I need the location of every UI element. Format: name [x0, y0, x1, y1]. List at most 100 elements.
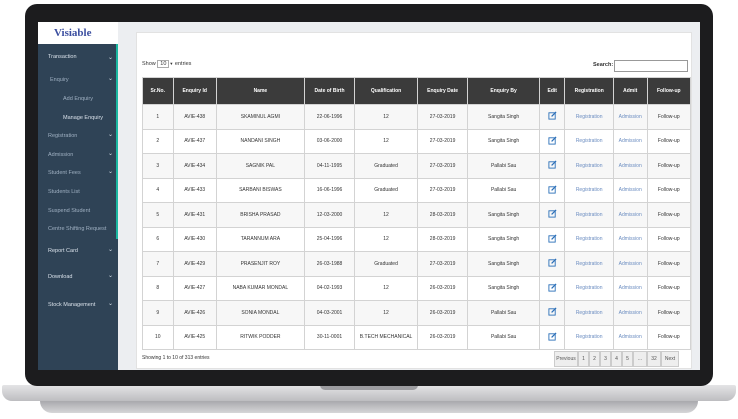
action-link[interactable]: Registration — [564, 104, 614, 130]
action-link[interactable]: Registration — [564, 324, 614, 350]
edit-icon[interactable] — [548, 234, 557, 243]
laptop-base-bottom — [40, 401, 698, 413]
edit-cell[interactable] — [538, 251, 566, 277]
table-cell: 12 — [354, 104, 418, 130]
action-link[interactable]: Admission — [612, 104, 648, 130]
action-link[interactable]: Admission — [612, 275, 648, 301]
action-link[interactable]: Registration — [564, 251, 614, 277]
action-link[interactable]: Admission — [612, 324, 648, 350]
search-input[interactable] — [614, 60, 688, 72]
menu-item[interactable]: Registration — [48, 133, 78, 139]
edit-cell[interactable] — [538, 324, 566, 350]
menu-item[interactable]: Transaction — [48, 54, 77, 60]
table-cell: 27-03-2019 — [416, 104, 469, 130]
table-cell: Sangita Singh — [467, 128, 540, 154]
table-cell: 9 — [142, 300, 174, 326]
edit-icon[interactable] — [548, 136, 557, 145]
table-cell: AVIE-427 — [172, 275, 217, 301]
edit-cell[interactable] — [538, 128, 566, 154]
menu-item[interactable]: Suspend Student — [48, 208, 91, 214]
menu-item[interactable]: Stock Management — [48, 302, 96, 308]
menu-item[interactable]: Student Fees — [48, 170, 81, 176]
table-cell[interactable]: Follow-up — [646, 128, 692, 154]
edit-cell[interactable] — [538, 202, 566, 228]
action-link[interactable]: Registration — [564, 275, 614, 301]
menu-item[interactable]: Report Card — [48, 248, 78, 254]
table-cell: AVIE-433 — [172, 177, 217, 203]
header-row: Sr.No. Enquiry Id Name Date of Birth Qualifi… — [142, 77, 692, 105]
table-cell: Pallabi Sau — [467, 153, 540, 179]
table-cell: 28-03-2019 — [416, 226, 469, 252]
page-button[interactable]: 2 — [589, 351, 600, 367]
table-row: 1 AVIE-438 SKAMINUL AGMI 22-06-1996 12 27-03-… — [142, 104, 692, 130]
label: entries — [174, 61, 192, 67]
table-cell[interactable]: Follow-up — [646, 275, 692, 301]
table-body: 1 AVIE-438 SKAMINUL AGMI 22-06-1996 12 27-03-… — [142, 104, 692, 350]
table-cell: SAGNIK PAL — [215, 153, 305, 179]
page-button[interactable]: 3 — [600, 351, 611, 367]
page-button[interactable]: 4 — [611, 351, 622, 367]
caret: ▼ — [169, 61, 174, 66]
edit-icon[interactable] — [548, 185, 557, 194]
page-button[interactable]: 5 — [622, 351, 633, 367]
action-link[interactable]: Admission — [612, 153, 648, 179]
page-button[interactable]: Previous — [554, 351, 578, 367]
chevron: ⌄ — [108, 151, 114, 157]
edit-icon[interactable] — [548, 307, 557, 316]
table-cell: BRISHA PRASAD — [215, 202, 305, 228]
edit-cell[interactable] — [538, 153, 566, 179]
table-cell[interactable]: Follow-up — [646, 251, 692, 277]
edit-icon[interactable] — [548, 258, 557, 267]
page-size-select[interactable]: 10 — [157, 60, 170, 68]
action-link[interactable]: Registration — [564, 177, 614, 203]
edit-cell[interactable] — [538, 226, 566, 252]
action-link[interactable]: Admission — [612, 251, 648, 277]
menu-item[interactable]: Admission — [48, 152, 74, 158]
page-button[interactable]: 1 — [578, 351, 589, 367]
menu-item[interactable]: Download — [48, 274, 73, 280]
page-button[interactable]: ... — [633, 351, 647, 367]
table-cell[interactable]: Follow-up — [646, 300, 692, 326]
column-header: Edit — [538, 77, 566, 105]
edit-icon[interactable] — [548, 111, 557, 120]
table-cell[interactable]: Follow-up — [646, 226, 692, 252]
table-cell[interactable]: Follow-up — [646, 324, 692, 350]
table-cell: 22-06-1996 — [303, 104, 356, 130]
edit-icon[interactable] — [548, 283, 557, 292]
table-row: 6 AVIE-430 TARANNUM ARA 25-04-1996 12 28-03-2… — [142, 226, 692, 252]
edit-cell[interactable] — [538, 104, 566, 130]
table-cell[interactable]: Follow-up — [646, 104, 692, 130]
action-link[interactable]: Admission — [612, 177, 648, 203]
page-button[interactable]: 32 — [647, 351, 661, 367]
edit-icon[interactable] — [548, 209, 557, 218]
edit-cell[interactable] — [538, 177, 566, 203]
action-link[interactable]: Admission — [612, 202, 648, 228]
edit-icon[interactable] — [548, 160, 557, 169]
table-cell: NABA KUMAR MONDAL — [215, 275, 305, 301]
table-cell: Pallabi Sau — [467, 300, 540, 326]
page-button[interactable]: Next — [661, 351, 679, 367]
chevron: ⌄ — [108, 132, 114, 138]
action-link[interactable]: Admission — [612, 226, 648, 252]
action-link[interactable]: Registration — [564, 226, 614, 252]
table-cell[interactable]: Follow-up — [646, 153, 692, 179]
table-cell: 4 — [142, 177, 174, 203]
action-link[interactable]: Registration — [564, 300, 614, 326]
action-link[interactable]: Registration — [564, 153, 614, 179]
menu-item[interactable]: Add Enquiry — [63, 96, 93, 102]
table-cell: 27-03-2019 — [416, 153, 469, 179]
table-cell[interactable]: Follow-up — [646, 177, 692, 203]
edit-cell[interactable] — [538, 300, 566, 326]
laptop-notch — [320, 385, 418, 390]
action-link[interactable]: Admission — [612, 128, 648, 154]
action-link[interactable]: Registration — [564, 128, 614, 154]
menu-item[interactable]: Manage Enquiry — [63, 115, 104, 121]
action-link[interactable]: Admission — [612, 300, 648, 326]
table-cell[interactable]: Follow-up — [646, 202, 692, 228]
action-link[interactable]: Registration — [564, 202, 614, 228]
menu-item[interactable]: Centre Shifting Request — [48, 226, 107, 232]
menu-item[interactable]: Enquiry — [50, 77, 69, 83]
edit-cell[interactable] — [538, 275, 566, 301]
menu-item[interactable]: Students List — [48, 189, 80, 195]
edit-icon[interactable] — [548, 332, 557, 341]
